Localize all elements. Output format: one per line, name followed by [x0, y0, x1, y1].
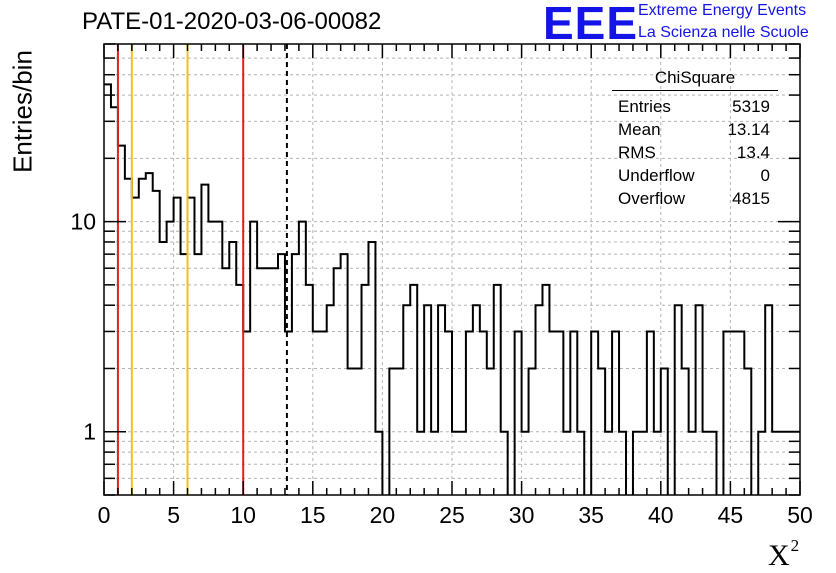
x-axis-label: X2	[768, 536, 799, 573]
stats-title: ChiSquare	[612, 68, 778, 91]
stats-row-entries: Entries 5319	[612, 95, 778, 118]
x-tick-label: 20	[370, 502, 396, 528]
x-tick-label: 30	[509, 502, 535, 528]
y-axis-label: Entries/bin	[7, 50, 38, 173]
axes: 0 5 10 15 20 25 30 35 40 45 50 1 10	[70, 43, 813, 528]
x-tick-label: 50	[787, 502, 813, 528]
y-tick-label: 10	[70, 209, 96, 235]
stats-value: 0	[760, 166, 770, 185]
stats-label: RMS	[618, 143, 656, 162]
stats-value: 4815	[732, 189, 770, 208]
x-tick-label: 15	[300, 502, 326, 528]
stats-row-overflow: Overflow 4815	[612, 187, 778, 210]
histogram-outline	[104, 83, 800, 495]
stats-label: Entries	[618, 97, 671, 116]
x-tick-label: 35	[578, 502, 604, 528]
stats-value: 13.14	[727, 120, 770, 139]
stats-row-rms: RMS 13.4	[612, 141, 778, 164]
stats-label: Overflow	[618, 189, 686, 208]
stats-row-mean: Mean 13.14	[612, 118, 778, 141]
stats-label: Underflow	[618, 166, 695, 185]
histogram-series	[104, 83, 800, 495]
x-tick-label: 5	[167, 502, 180, 528]
stats-label: Mean	[618, 120, 661, 139]
x-axis-label-superscript: 2	[790, 536, 800, 555]
x-tick-label: 0	[98, 502, 111, 528]
chart-title: PATE-01-2020-03-06-00082	[82, 8, 382, 35]
x-tick-label: 40	[648, 502, 674, 528]
stats-value: 13.4	[736, 143, 770, 162]
y-tick-label: 1	[83, 419, 96, 445]
x-tick-label: 10	[230, 502, 256, 528]
stats-row-underflow: Underflow 0	[612, 164, 778, 187]
eee-logo: EEE	[543, 0, 639, 49]
logo-caption-line1: Extreme Energy Events	[638, 2, 807, 19]
logo-caption-line2: La Scienza nelle Scuole	[638, 24, 809, 41]
stats-value: 5319	[732, 97, 770, 116]
x-tick-label: 45	[718, 502, 744, 528]
x-axis-label-base: X	[768, 539, 790, 572]
x-tick-label: 25	[439, 502, 465, 528]
reference-lines	[116, 44, 288, 495]
stats-box: ChiSquare Entries 5319 Mean 13.14 RMS 13.4 …	[612, 68, 778, 210]
